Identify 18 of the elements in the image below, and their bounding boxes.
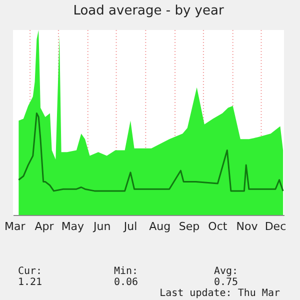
text: Cur: <box>18 266 44 277</box>
text: Last update: Thu Mar <box>158 288 281 299</box>
x-tick-label: Mar <box>4 220 26 233</box>
x-tick-label: Aug <box>149 220 171 233</box>
text: Min: <box>114 266 140 277</box>
x-tick-label: Sep <box>178 220 200 233</box>
x-tick-label: Jun <box>92 220 111 233</box>
x-tick-label: Dec <box>264 220 286 233</box>
x-tick-label: Nov <box>236 220 258 233</box>
chart-title: Load average - by year <box>73 4 224 18</box>
text: Avg: <box>214 266 240 277</box>
text: 0.06 <box>114 277 140 288</box>
x-tick-label: Oct <box>208 220 228 233</box>
text: 0.75 <box>214 277 240 288</box>
x-tick-label: Jul <box>122 220 138 233</box>
x-tick-label: Apr <box>34 220 54 233</box>
x-tick-label: May <box>61 220 85 233</box>
text: 1.21 <box>18 277 44 288</box>
